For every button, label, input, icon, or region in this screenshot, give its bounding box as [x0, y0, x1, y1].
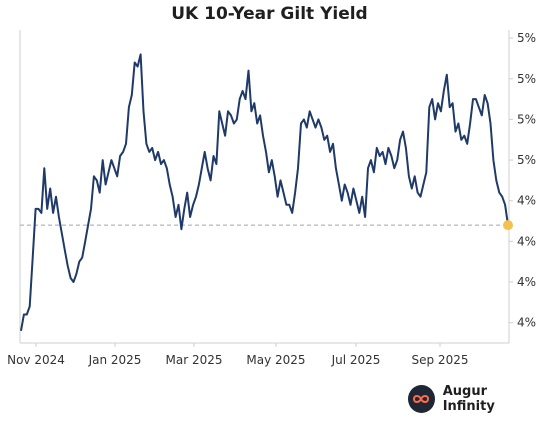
brand-name: Augur Infinity [442, 384, 495, 414]
y-ticks: 5% 5% 5% 5% 4% 4% 4% 4% [509, 31, 536, 330]
x-tick-label: May 2025 [246, 353, 305, 367]
chart-title: UK 10-Year Gilt Yield [171, 4, 368, 24]
x-tick-label: Sep 2025 [412, 353, 469, 367]
last-value-marker [503, 220, 513, 231]
chart-axes [19, 30, 510, 344]
y-tick-label: 4% [517, 234, 536, 248]
y-tick-label: 4% [517, 316, 536, 330]
brand-watermark: Augur Infinity [408, 384, 539, 414]
infinity-icon [408, 385, 435, 413]
y-tick-label: 5% [517, 72, 536, 86]
x-ticks: Nov 2024 Jan 2025 Mar 2025 May 2025 Jul 2025… [7, 343, 468, 367]
y-tick-label: 4% [517, 194, 536, 208]
y-tick-label: 5% [517, 31, 536, 45]
y-tick-label: 5% [517, 112, 536, 126]
y-tick-label: 4% [517, 275, 536, 289]
x-tick-label: Nov 2024 [7, 353, 65, 367]
x-tick-label: Jul 2025 [331, 353, 381, 367]
y-tick-label: 5% [517, 153, 536, 167]
x-tick-label: Jan 2025 [88, 353, 142, 367]
x-tick-label: Mar 2025 [166, 353, 223, 367]
series-line [20, 53, 509, 331]
